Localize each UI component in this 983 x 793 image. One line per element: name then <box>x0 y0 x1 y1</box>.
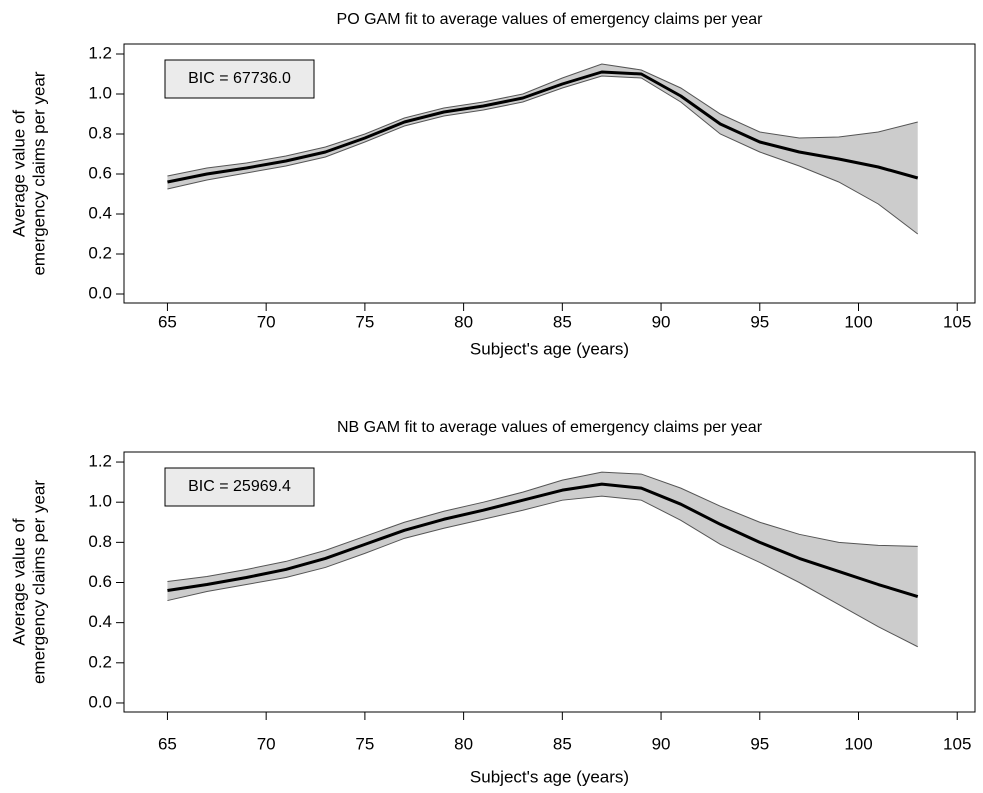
x-axis-label: Subject's age (years) <box>470 767 629 786</box>
x-tick-label: 105 <box>943 734 971 753</box>
y-tick-label: 1.2 <box>88 452 112 471</box>
x-tick-label: 90 <box>652 734 671 753</box>
annotation-box <box>164 467 315 507</box>
x-tick-label: 95 <box>750 312 769 331</box>
x-tick-label: 95 <box>750 734 769 753</box>
y-tick-label: 0.0 <box>88 283 112 302</box>
y-axis-label: emergency claims per year <box>29 480 48 684</box>
y-tick-label: 1.0 <box>88 83 112 102</box>
y-tick-label: 0.8 <box>88 532 112 551</box>
confidence-band <box>167 472 918 647</box>
y-tick-label: 0.4 <box>88 612 112 631</box>
x-tick-label: 100 <box>844 734 872 753</box>
y-axis-label: Average value of <box>9 110 28 238</box>
band-edge <box>167 495 918 648</box>
y-tick-label: 0.6 <box>88 572 112 591</box>
y-tick-label: 0.4 <box>88 203 112 222</box>
x-tick-label: 70 <box>257 734 276 753</box>
x-tick-label: 70 <box>257 312 276 331</box>
x-tick-label: 85 <box>553 312 572 331</box>
x-tick-label: 85 <box>553 734 572 753</box>
y-tick-label: 0.6 <box>88 163 112 182</box>
annotation-box <box>164 59 315 99</box>
y-tick-label: 0.2 <box>88 243 112 262</box>
x-tick-label: 80 <box>454 312 473 331</box>
x-tick-label: 65 <box>158 734 177 753</box>
x-tick-label: 90 <box>652 312 671 331</box>
y-tick-label: 0.0 <box>88 692 112 711</box>
annotation: BIC = 25969.4 <box>188 478 291 495</box>
band-edge <box>167 75 919 235</box>
chart-title: PO GAM fit to average values of emergenc… <box>337 11 764 28</box>
y-tick-label: 0.2 <box>88 652 112 671</box>
chart-title: NB GAM fit to average values of emergenc… <box>337 419 763 436</box>
y-tick-label: 1.0 <box>88 492 112 511</box>
x-tick-label: 80 <box>454 734 473 753</box>
y-axis-label: emergency claims per year <box>29 71 48 275</box>
x-tick-label: 75 <box>355 312 374 331</box>
annotation: BIC = 67736.0 <box>188 70 291 87</box>
x-tick-label: 100 <box>844 312 872 331</box>
y-tick-label: 0.8 <box>88 123 112 142</box>
y-axis-label: Average value of <box>9 518 28 646</box>
x-axis-label: Subject's age (years) <box>470 339 629 358</box>
y-tick-label: 1.2 <box>88 43 112 62</box>
band-edge <box>167 471 918 582</box>
x-tick-label: 105 <box>943 312 971 331</box>
plot-frame <box>123 451 976 713</box>
fit-line <box>167 70 919 184</box>
band-edge <box>167 63 918 177</box>
fit-line <box>167 482 919 598</box>
x-tick-label: 65 <box>158 312 177 331</box>
x-tick-label: 75 <box>355 734 374 753</box>
